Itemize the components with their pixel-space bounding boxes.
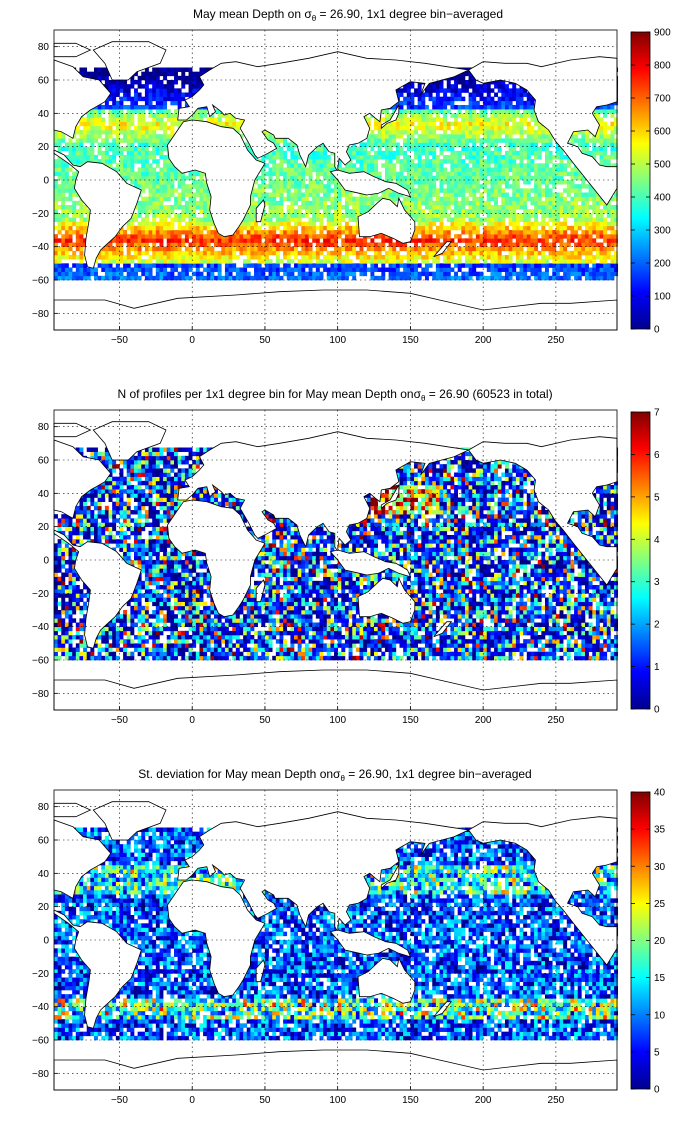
- x-tick-label: 200: [475, 335, 492, 346]
- x-tick-label: 150: [402, 715, 419, 726]
- x-tick-label: 50: [259, 715, 271, 726]
- colorbar-tick-label: 7: [654, 408, 660, 419]
- colorbar-tick-label: 15: [654, 973, 666, 984]
- y-tick-label: 60: [38, 76, 50, 87]
- colorbar-tick-label: 600: [654, 127, 671, 138]
- y-tick-label: 80: [38, 422, 50, 433]
- y-tick-label: −80: [32, 309, 49, 320]
- y-tick-label: −60: [32, 656, 49, 667]
- y-tick-label: −60: [32, 276, 49, 287]
- colorbar-tick-label: 300: [654, 226, 671, 237]
- y-tick-label: 20: [38, 902, 50, 913]
- coastlines: [53, 801, 618, 1091]
- y-tick-label: −40: [32, 622, 49, 633]
- colorbar-tick-label: 900: [654, 28, 671, 39]
- x-tick-label: 0: [189, 1095, 195, 1106]
- y-tick-label: −60: [32, 1036, 49, 1047]
- colorbar-tick-label: 10: [654, 1010, 666, 1021]
- y-tick-label: 40: [38, 869, 50, 880]
- colorbar-tick-label: 400: [654, 193, 671, 204]
- colorbar-tick-label: 5: [654, 1047, 660, 1058]
- y-tick-label: −20: [32, 969, 49, 980]
- colorbar-tick-label: 0: [654, 1085, 660, 1096]
- x-tick-label: 200: [475, 715, 492, 726]
- gridlines: [54, 790, 617, 1090]
- y-tick-label: 40: [38, 489, 50, 500]
- x-tick-label: 100: [329, 715, 346, 726]
- colorbar-tick-label: 40: [654, 788, 666, 799]
- x-tick-label: 250: [548, 335, 565, 346]
- x-tick-label: −50: [111, 335, 128, 346]
- y-tick-label: 60: [38, 456, 50, 467]
- x-tick-label: 150: [402, 1095, 419, 1106]
- x-tick-label: 250: [548, 715, 565, 726]
- colorbar-tick-label: 20: [654, 936, 666, 947]
- x-tick-label: 0: [189, 715, 195, 726]
- colorbar-tick-label: 700: [654, 94, 671, 105]
- y-tick-label: 20: [38, 522, 50, 533]
- colorbar-tick-label: 0: [654, 705, 660, 716]
- panel-std: St. deviation for May mean Depth onσθ = …: [32, 767, 666, 1106]
- gridlines: [54, 30, 617, 330]
- y-tick-label: 40: [38, 109, 50, 120]
- y-tick-label: −40: [32, 1002, 49, 1013]
- colorbar: 0 5 10 15 20 25 30 35 40: [630, 788, 666, 1096]
- colorbar-tick-label: 100: [654, 292, 671, 303]
- gridlines: [54, 410, 617, 710]
- colorbar-tick-label: 0: [654, 325, 660, 336]
- panel-depth: May mean Depth on σθ = 26.90, 1x1 degree…: [32, 7, 671, 346]
- y-tick-label: −40: [32, 242, 49, 253]
- colorbar-tick-label: 200: [654, 259, 671, 270]
- colorbar-tick-label: 6: [654, 450, 660, 461]
- panel-count: N of profiles per 1x1 degree bin for May…: [32, 387, 660, 726]
- colorbar-tick-label: 4: [654, 535, 660, 546]
- colorbar-tick-label: 800: [654, 61, 671, 72]
- x-tick-label: 100: [329, 1095, 346, 1106]
- colorbar-tick-label: 25: [654, 899, 666, 910]
- colorbar-tick-label: 1: [654, 662, 660, 673]
- x-tick-label: 150: [402, 335, 419, 346]
- x-tick-label: 250: [548, 1095, 565, 1106]
- y-tick-label: 20: [38, 142, 50, 153]
- colorbar-tick-label: 3: [654, 577, 660, 588]
- panel-title: N of profiles per 1x1 degree bin for May…: [117, 387, 552, 403]
- x-tick-label: 200: [475, 1095, 492, 1106]
- colorbar-tick-label: 5: [654, 492, 660, 503]
- panel-title: St. deviation for May mean Depth onσθ = …: [138, 767, 531, 783]
- y-tick-label: 0: [43, 936, 49, 947]
- y-tick-label: 0: [43, 556, 49, 567]
- x-tick-label: 0: [189, 335, 195, 346]
- colorbar: 0 1 2 3 4 5 6 7: [630, 408, 660, 716]
- colorbar: 0 100 200 300 400 500 600 700 800 900: [630, 28, 671, 336]
- x-tick-label: −50: [111, 1095, 128, 1106]
- panel-title: May mean Depth on σθ = 26.90, 1x1 degree…: [193, 7, 503, 23]
- y-tick-label: −80: [32, 689, 49, 700]
- y-tick-label: −20: [32, 209, 49, 220]
- y-tick-label: −20: [32, 589, 49, 600]
- x-tick-label: 100: [329, 335, 346, 346]
- colorbar-tick-label: 30: [654, 862, 666, 873]
- y-tick-label: 60: [38, 836, 50, 847]
- colorbar-tick-label: 35: [654, 825, 666, 836]
- y-tick-label: 80: [38, 42, 50, 53]
- colorbar-gradient: [630, 31, 651, 330]
- x-tick-label: −50: [111, 715, 128, 726]
- colorbar-gradient: [630, 411, 651, 710]
- y-tick-label: 0: [43, 176, 49, 187]
- y-tick-label: −80: [32, 1069, 49, 1080]
- colorbar-tick-label: 2: [654, 620, 660, 631]
- colorbar-tick-label: 500: [654, 160, 671, 171]
- x-tick-label: 50: [259, 1095, 271, 1106]
- y-tick-label: 80: [38, 802, 50, 813]
- x-tick-label: 50: [259, 335, 271, 346]
